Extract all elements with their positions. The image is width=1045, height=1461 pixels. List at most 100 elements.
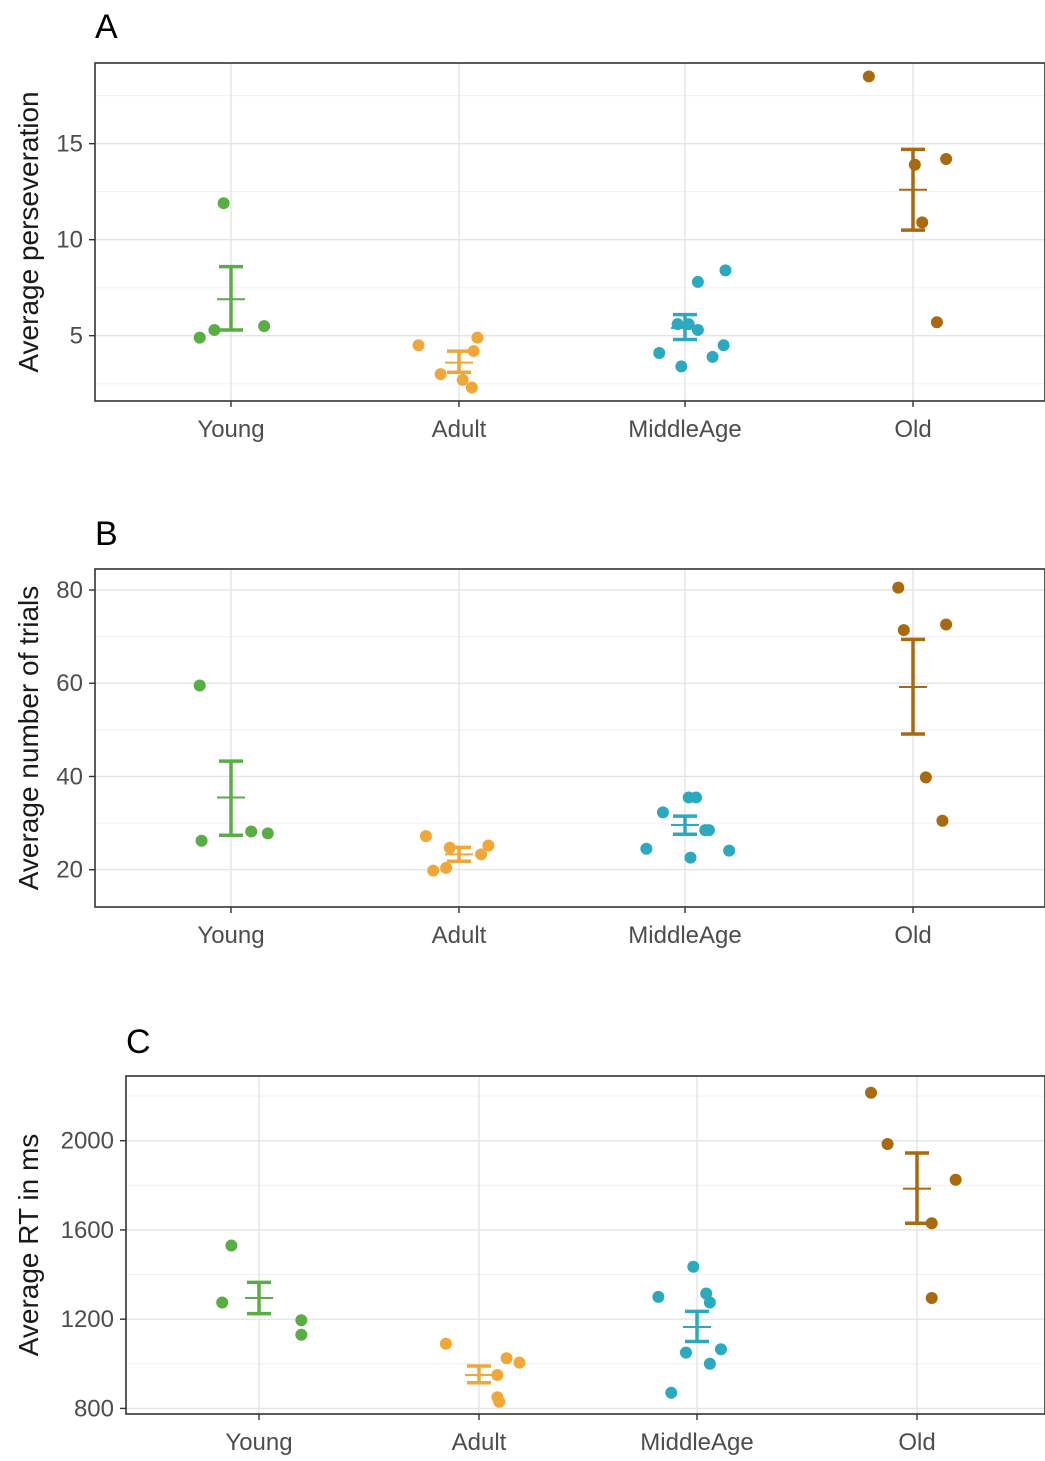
x-tick-label: Old [894,922,931,949]
plot-background [126,1076,1045,1414]
data-point-adult [434,368,447,381]
data-point-middleage [652,1290,665,1303]
data-point-adult [412,339,425,352]
data-point-middleage [706,350,719,363]
data-point-adult [427,864,440,877]
data-point-middleage [691,275,704,288]
panel-label: A [95,8,118,46]
y-tick-label: 15 [56,131,83,158]
panel-label: C [126,1023,151,1061]
data-point-adult [471,331,484,344]
y-tick-label: 5 [70,323,83,350]
data-point-adult [439,1337,452,1350]
data-point-middleage [691,323,704,336]
data-point-middleage [671,318,684,331]
data-point-adult [465,381,478,394]
x-tick-label: Old [894,416,931,443]
data-point-middleage [684,851,697,864]
data-point-young [261,827,274,840]
y-tick-label: 40 [56,763,83,790]
data-point-middleage [719,264,732,277]
data-point-young [295,1314,308,1327]
data-point-old [930,316,943,329]
error-bar-adult [445,349,473,374]
data-point-middleage [690,791,703,804]
data-point-adult [467,345,480,358]
y-tick-label: 20 [56,857,83,884]
error-bar-young [217,759,245,837]
x-tick-label: Old [898,1429,935,1456]
y-tick-label: 2000 [61,1128,114,1155]
data-point-old [908,158,921,171]
y-axis-title: Average perseveration [13,91,44,372]
error-bar-old [899,637,927,736]
data-point-adult [456,373,469,386]
data-point-young [245,825,258,838]
error-bar-middleage [683,1309,711,1344]
x-tick-label: Young [197,922,264,949]
plot-background [95,63,1045,401]
x-tick-label: Young [225,1429,292,1456]
y-tick-label: 10 [56,227,83,254]
data-point-old [940,153,953,166]
x-tick-label: MiddleAge [640,1429,753,1456]
plot-background [95,569,1045,907]
data-point-middleage [702,824,715,837]
y-tick-label: 1600 [61,1217,114,1244]
data-point-middleage [675,360,688,373]
data-point-old [919,771,932,784]
data-point-old [892,581,905,594]
data-point-middleage [665,1386,678,1399]
data-point-middleage [656,806,669,819]
data-point-old [936,814,949,827]
y-tick-label: 1200 [61,1306,114,1333]
data-point-old [916,216,929,229]
data-point-young [193,331,206,344]
panel-border [94,568,1045,908]
panel-a: 5 10 15 Young Adult MiddleAge Old Average perse… [13,8,1045,443]
panel-label: B [95,515,118,553]
data-point-adult [513,1356,526,1369]
panel-b: 20 40 60 80 Young Adult MiddleAge Old Average nu… [13,515,1045,949]
data-point-young [225,1239,238,1252]
data-point-middleage [653,346,666,359]
x-tick-label: MiddleAge [628,416,741,443]
data-point-middleage [687,1260,700,1273]
panel-border [94,62,1045,402]
data-point-adult [443,841,456,854]
panel-c: 800 1200 1600 2000 Young Adult MiddleAge Old Ave… [13,1023,1045,1456]
x-tick-label: Adult [452,1429,507,1456]
data-point-old [881,1138,894,1151]
panel-border [125,1075,1045,1415]
data-point-adult [440,861,453,874]
y-axis-title: Average number of trials [13,586,44,891]
data-point-young [208,323,221,336]
data-point-young [217,197,230,210]
x-tick-label: Young [197,416,264,443]
data-point-old [925,1217,938,1230]
data-point-adult [482,839,495,852]
x-tick-label: MiddleAge [628,922,741,949]
y-tick-label: 800 [74,1395,114,1422]
y-tick-label: 80 [56,577,83,604]
data-point-old [940,618,953,631]
data-point-middleage [723,844,736,857]
data-point-adult [493,1395,506,1408]
data-point-old [897,624,910,637]
error-bar-middleage [671,814,699,837]
data-point-old [949,1173,962,1186]
data-point-middleage [714,1343,727,1356]
x-tick-label: Adult [432,922,487,949]
data-point-adult [491,1368,504,1381]
data-point-adult [475,848,488,861]
data-point-adult [500,1352,513,1365]
data-point-young [195,834,208,847]
data-point-young [258,320,271,333]
data-point-young [193,679,206,692]
data-point-middleage [682,318,695,331]
data-point-old [862,70,875,83]
data-point-middleage [640,842,653,855]
data-point-middleage [717,339,730,352]
error-bar-young [245,1280,273,1316]
